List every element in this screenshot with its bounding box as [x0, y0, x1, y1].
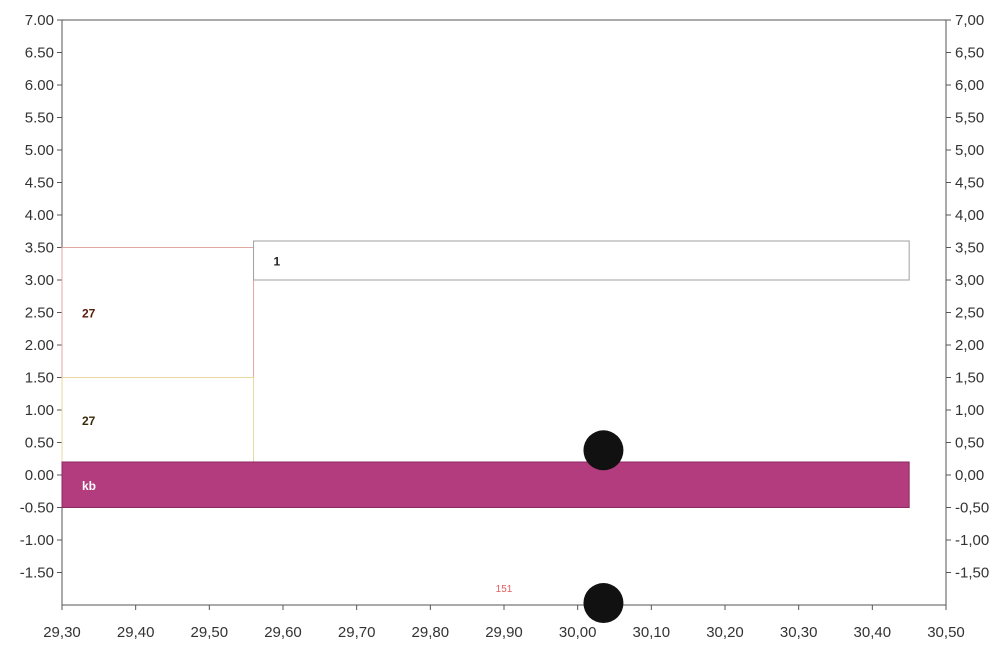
- x-tick-label: 29,90: [485, 624, 523, 641]
- x-tick-label: 30,40: [854, 624, 892, 641]
- segment-label: 27: [82, 307, 96, 321]
- y-tick-label-right: 5,00: [955, 142, 984, 159]
- y-tick-label-left: 2.50: [25, 305, 54, 322]
- x-tick-label: 29,30: [43, 624, 81, 641]
- y-tick-label-left: -0.50: [20, 500, 54, 517]
- segment-bar: [61, 461, 910, 508]
- labels-layer: 7.00 7,00 6.50 6,50 6.00 6,00 5.50 5,50 5.00 5,00…: [20, 12, 989, 641]
- y-tick-label-right: 1,50: [955, 370, 984, 387]
- y-tick-label-left: 0.50: [25, 435, 54, 452]
- y-tick-label-left: 6.50: [25, 45, 54, 62]
- y-tick-label-right: -0,50: [955, 500, 989, 517]
- y-tick-label-right: 0,50: [955, 435, 984, 452]
- x-tick-label: 30,30: [780, 624, 818, 641]
- y-tick-label-left: 3.50: [25, 240, 54, 257]
- segment-bar: [61, 247, 255, 378]
- y-tick-label-right: 2,50: [955, 305, 984, 322]
- y-tick-label-right: -1,00: [955, 532, 989, 549]
- y-tick-label-right: 2,00: [955, 337, 984, 354]
- data-point: [583, 583, 624, 624]
- y-tick-label-left: 1.00: [25, 402, 54, 419]
- x-tick-label: 30,20: [706, 624, 744, 641]
- x-tick-label: 29,50: [191, 624, 229, 641]
- y-tick-label-right: 1,00: [955, 402, 984, 419]
- y-tick-label-left: 0.00: [25, 467, 54, 484]
- segment-bar: [61, 377, 255, 463]
- y-tick-label-right: 6,50: [955, 45, 984, 62]
- y-tick-label-left: 5.00: [25, 142, 54, 159]
- x-tick-label: 29,60: [264, 624, 302, 641]
- segment-bar: [253, 240, 910, 281]
- x-tick-label: 29,80: [412, 624, 450, 641]
- y-tick-label-right: 3,00: [955, 272, 984, 289]
- x-tick-label: 30,10: [633, 624, 671, 641]
- y-tick-label-left: 2.00: [25, 337, 54, 354]
- y-tick-label-left: 5.50: [25, 110, 54, 127]
- y-tick-label-left: 6.00: [25, 77, 54, 94]
- y-tick-label-left: 4.50: [25, 175, 54, 192]
- y-tick-label-right: 5,50: [955, 110, 984, 127]
- x-tick-label: 30,00: [559, 624, 597, 641]
- annotation-label: 151: [496, 584, 513, 595]
- points-layer: [583, 430, 624, 624]
- x-tick-label: 29,40: [117, 624, 155, 641]
- y-tick-label-right: 3,50: [955, 240, 984, 257]
- y-tick-label-right: 4,50: [955, 175, 984, 192]
- segment-label: kb: [82, 479, 96, 493]
- y-tick-label-left: 3.00: [25, 272, 54, 289]
- y-tick-label-left: 7.00: [25, 12, 54, 29]
- segment-label: 27: [82, 414, 96, 428]
- y-tick-label-right: 7,00: [955, 12, 984, 29]
- segments-layer: [61, 240, 910, 508]
- y-tick-label-right: 4,00: [955, 207, 984, 224]
- y-tick-label-left: 4.00: [25, 207, 54, 224]
- y-tick-label-right: 6,00: [955, 77, 984, 94]
- segment-label: 1: [274, 255, 281, 269]
- y-tick-label-left: 1.50: [25, 370, 54, 387]
- y-tick-label-left: -1.00: [20, 532, 54, 549]
- data-point: [583, 430, 624, 471]
- x-tick-label: 29,70: [338, 624, 376, 641]
- x-tick-label: 30,50: [927, 624, 965, 641]
- y-tick-label-right: 0,00: [955, 467, 984, 484]
- y-tick-label-left: -1.50: [20, 565, 54, 582]
- y-tick-label-right: -1,50: [955, 565, 989, 582]
